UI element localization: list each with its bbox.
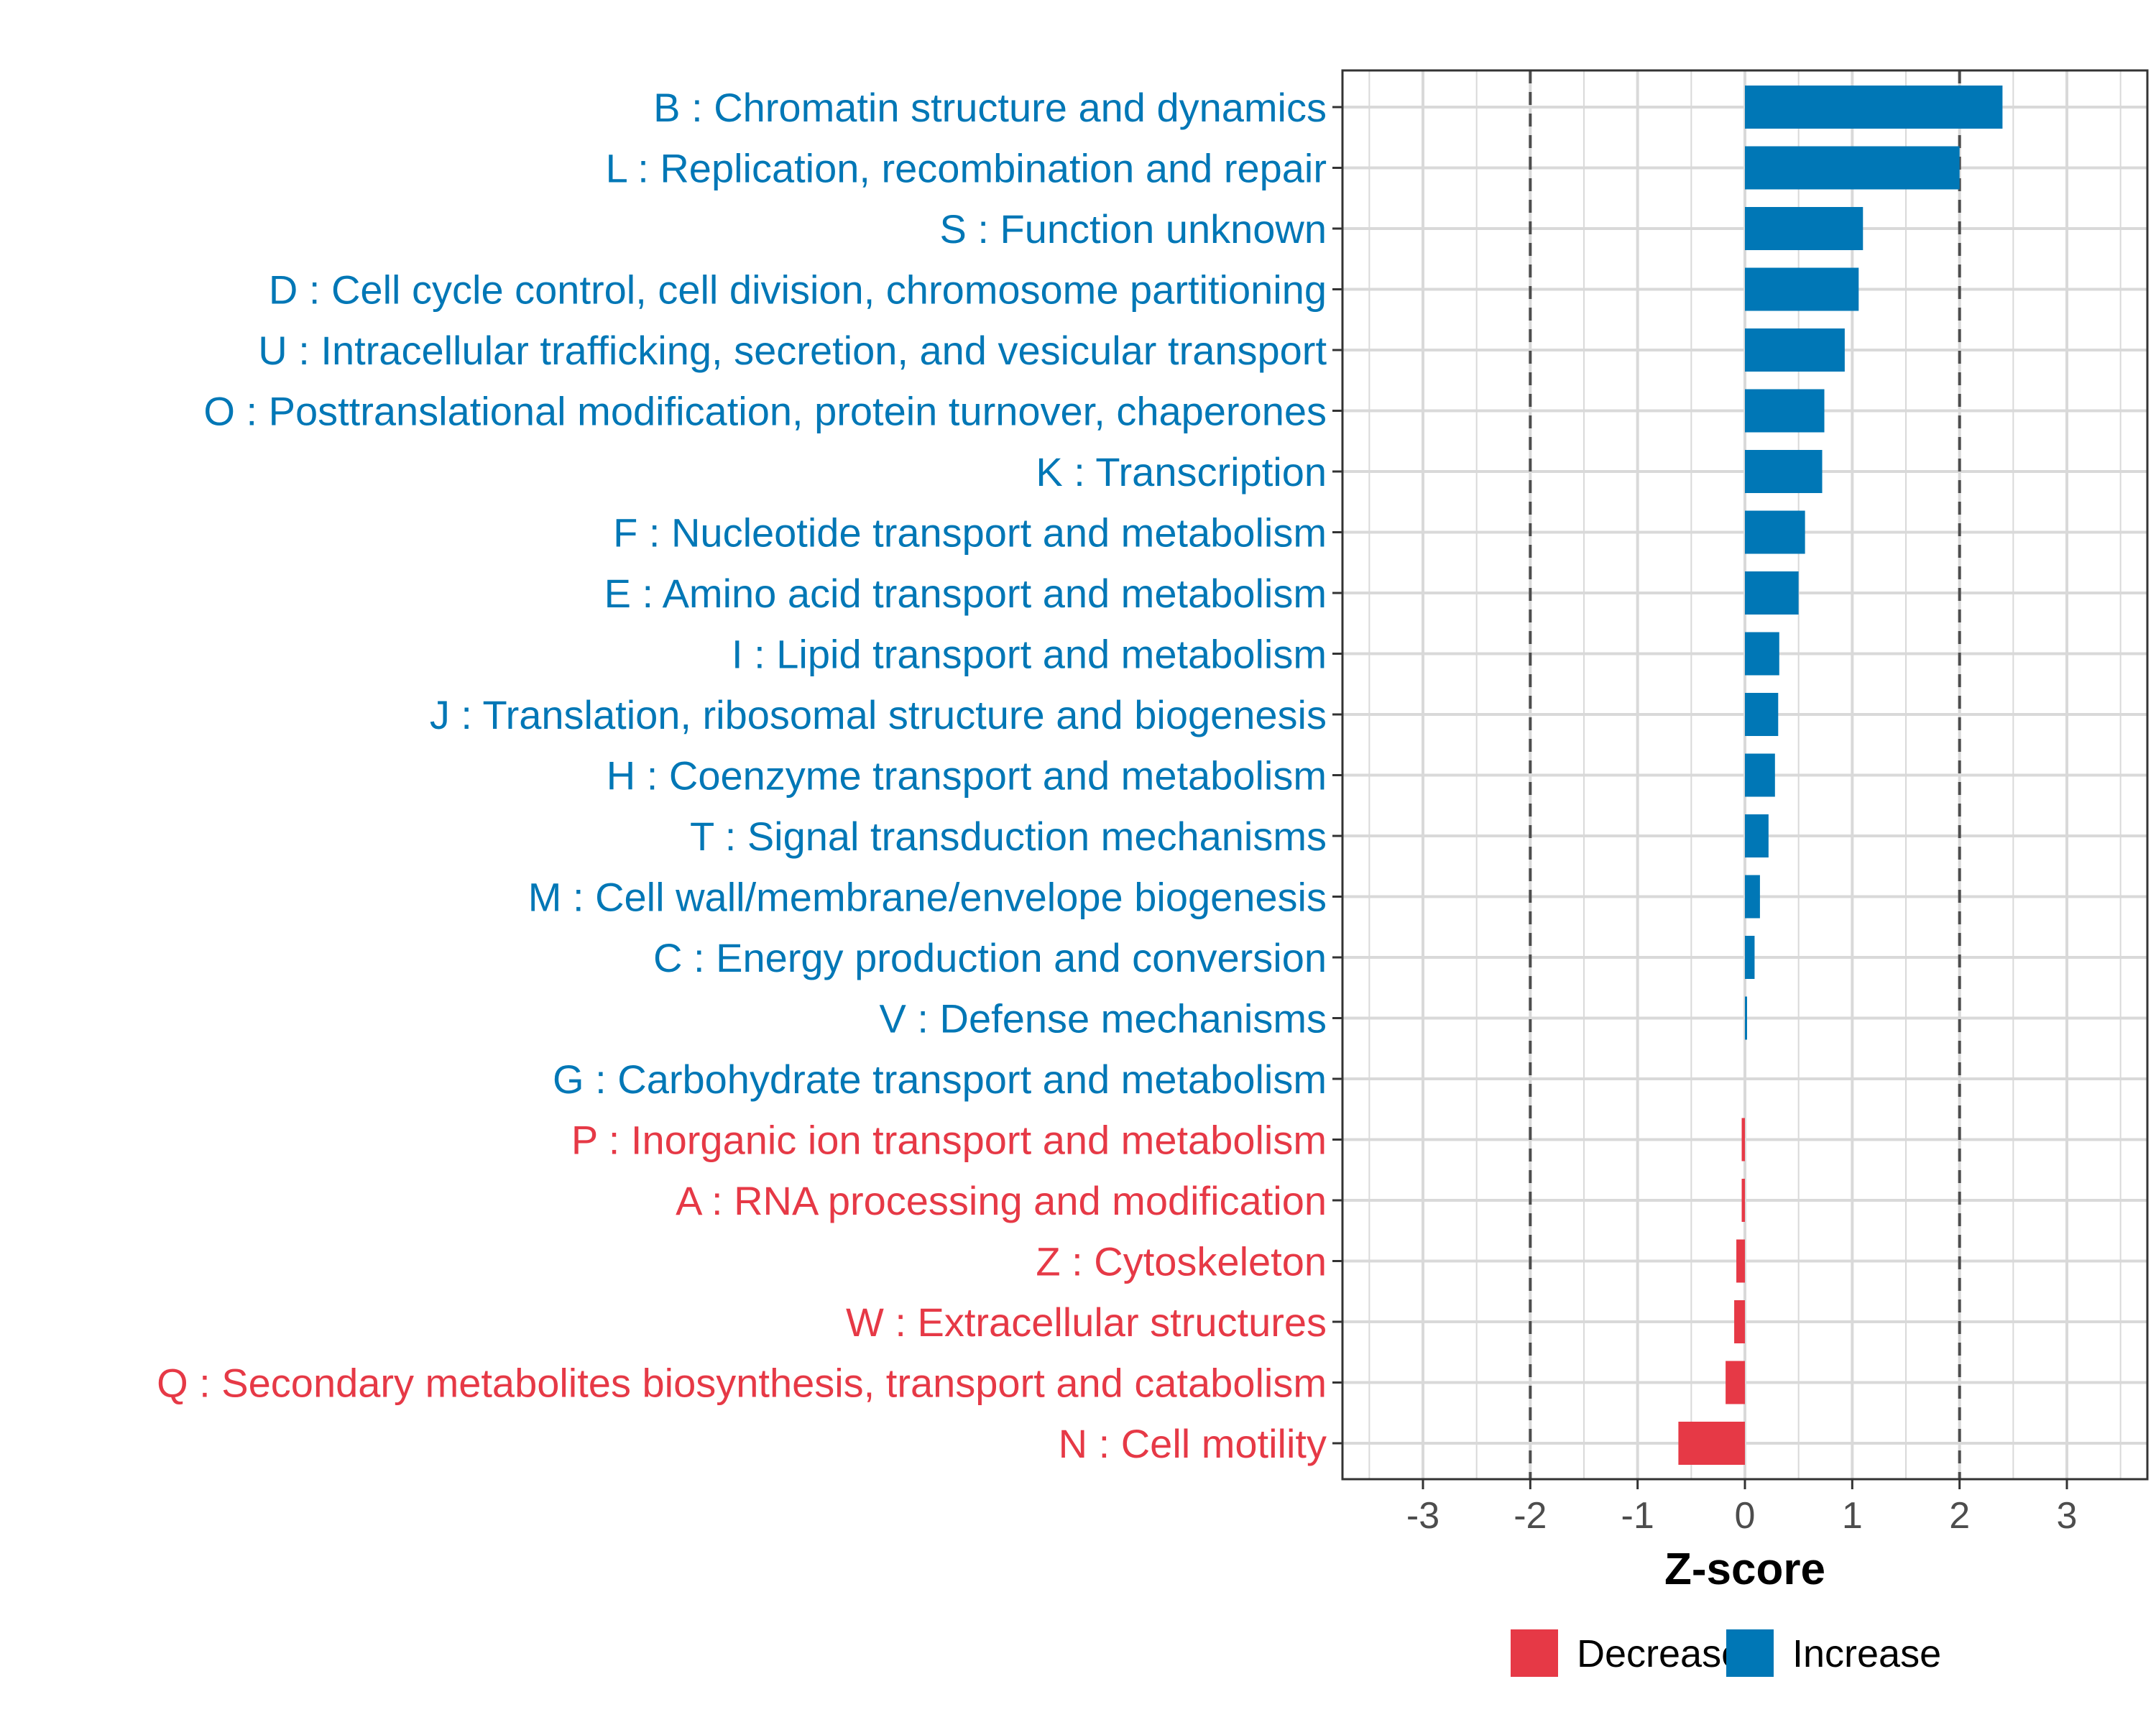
- category-label: B : Chromatin structure and dynamics: [653, 85, 1327, 130]
- bar: [1745, 207, 1864, 250]
- bar: [1741, 1118, 1745, 1162]
- category-label: L : Replication, recombination and repai…: [606, 146, 1327, 191]
- category-label: M : Cell wall/membrane/envelope biogenes…: [528, 875, 1327, 920]
- x-tick-label: 1: [1842, 1495, 1863, 1537]
- x-tick-label: 0: [1735, 1495, 1756, 1537]
- bar: [1745, 450, 1823, 493]
- bar: [1745, 510, 1805, 554]
- category-label: P : Inorganic ion transport and metaboli…: [571, 1118, 1327, 1163]
- bar: [1745, 936, 1755, 979]
- bar: [1736, 1239, 1745, 1283]
- category-label: T : Signal transduction mechanisms: [690, 814, 1327, 859]
- category-label: S : Function unknown: [939, 206, 1327, 252]
- category-label: C : Energy production and conversion: [653, 935, 1327, 980]
- bar: [1745, 146, 1960, 190]
- x-tick-label: 2: [1949, 1495, 1970, 1537]
- bar: [1745, 328, 1845, 372]
- legend-swatch: [1511, 1629, 1558, 1677]
- bar: [1745, 389, 1825, 433]
- bar: [1745, 814, 1769, 857]
- bar: [1745, 875, 1760, 919]
- legend: Decrease Increase: [1511, 1629, 1941, 1677]
- x-tick-label: -2: [1514, 1495, 1547, 1537]
- category-label: H : Coenzyme transport and metabolism: [607, 753, 1327, 799]
- x-tick-label: -3: [1406, 1495, 1439, 1537]
- category-labels: B : Chromatin structure and dynamics L : …: [157, 85, 1342, 1466]
- x-axis-title: Z-score: [1664, 1545, 1825, 1594]
- category-label: E : Amino acid transport and metabolism: [604, 571, 1327, 616]
- x-axis-ticks: -3 -2 -1 0 1 2 3: [1406, 1479, 2078, 1537]
- category-label: K : Transcription: [1036, 449, 1327, 494]
- category-label: J : Translation, ribosomal structure and…: [430, 692, 1327, 737]
- bar: [1745, 693, 1779, 736]
- reference-lines: [1529, 70, 1961, 1479]
- category-label: Q : Secondary metabolites biosynthesis, …: [157, 1361, 1327, 1406]
- legend-label: Decrease: [1577, 1632, 1743, 1675]
- category-label: Z : Cytoskeleton: [1036, 1239, 1327, 1284]
- category-label: F : Nucleotide transport and metabolism: [613, 510, 1327, 556]
- bar: [1678, 1422, 1745, 1465]
- x-tick-label: 3: [2057, 1495, 2078, 1537]
- category-label: W : Extracellular structures: [846, 1300, 1327, 1345]
- category-label: O : Posttranslational modification, prot…: [203, 389, 1327, 434]
- bars: [1678, 86, 2003, 1465]
- category-label: G : Carbohydrate transport and metabolis…: [553, 1057, 1327, 1102]
- bar: [1726, 1361, 1745, 1404]
- bar: [1734, 1300, 1745, 1343]
- category-label: N : Cell motility: [1059, 1421, 1327, 1466]
- bar: [1745, 571, 1799, 615]
- bar: [1745, 267, 1859, 311]
- category-label: U : Intracellular trafficking, secretion…: [258, 328, 1327, 373]
- bar: [1745, 996, 1747, 1040]
- legend-label: Increase: [1792, 1632, 1941, 1675]
- category-label: V : Defense mechanisms: [880, 996, 1327, 1041]
- x-tick-label: -1: [1621, 1495, 1654, 1537]
- category-label: I : Lipid transport and metabolism: [732, 632, 1327, 677]
- bar: [1745, 86, 2003, 129]
- category-label: D : Cell cycle control, cell division, c…: [269, 267, 1327, 313]
- category-label: A : RNA processing and modification: [676, 1178, 1327, 1223]
- legend-swatch: [1726, 1629, 1774, 1677]
- bar: [1741, 1179, 1745, 1222]
- bar: [1745, 632, 1779, 676]
- bar: [1745, 753, 1775, 797]
